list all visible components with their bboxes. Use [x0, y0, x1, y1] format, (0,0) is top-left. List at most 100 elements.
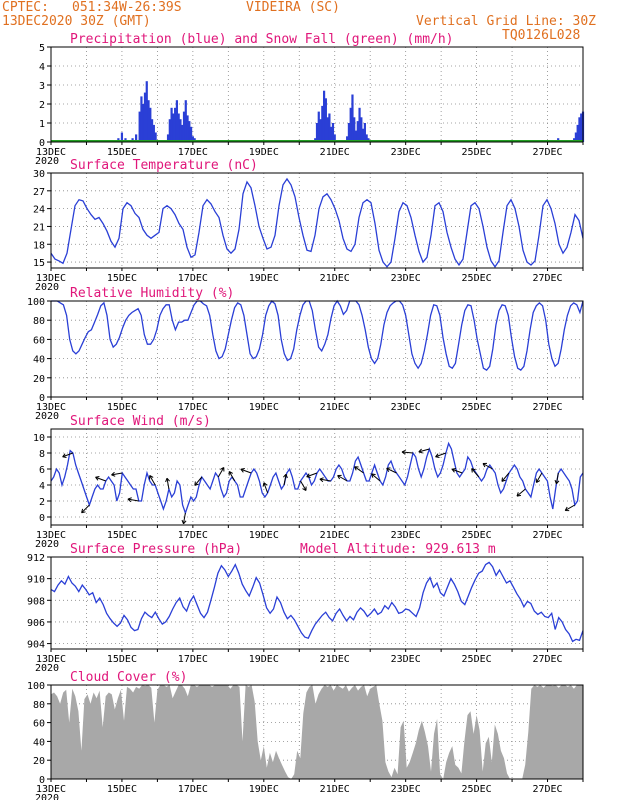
- precip-bar: [362, 128, 365, 142]
- precip-bar: [574, 132, 578, 142]
- x-tick-label: 21DEC: [320, 147, 350, 158]
- precip-bar: [138, 111, 141, 142]
- y-tick-label: 908: [27, 596, 45, 607]
- x-tick-label: 21DEC: [320, 402, 350, 413]
- x-year-label: 2020: [35, 411, 59, 422]
- wind-arrow: [62, 452, 74, 458]
- wind-arrow: [501, 472, 510, 482]
- wind-arrow: [418, 448, 430, 453]
- x-tick-label: 27DEC: [532, 147, 562, 158]
- x-tick-label: 25DEC: [462, 530, 492, 541]
- x-tick-label: 19DEC: [249, 530, 279, 541]
- precip-bar: [186, 115, 189, 142]
- x-tick-label: 13DEC: [36, 530, 66, 541]
- precip-bar: [321, 105, 324, 142]
- wind-arrowhead: [302, 486, 307, 491]
- y-tick-label: 0: [39, 138, 45, 149]
- precip-bar: [149, 107, 152, 142]
- header-run: 13DEC2020 30Z (GMT): [2, 14, 151, 29]
- precip-bar: [184, 100, 187, 142]
- x-tick-label: 25DEC: [462, 784, 492, 795]
- x-tick-label: 21DEC: [320, 784, 350, 795]
- y-tick-label: 27: [33, 187, 45, 198]
- x-tick-label: 25DEC: [462, 402, 492, 413]
- x-tick-label: 23DEC: [391, 147, 421, 158]
- y-tick-label: 910: [27, 575, 45, 586]
- x-tick-label: 23DEC: [391, 654, 421, 665]
- precip-bar: [120, 132, 124, 142]
- y-tick-label: 8: [39, 449, 45, 460]
- y-tick-label: 80: [33, 316, 45, 327]
- panel-frame: [50, 428, 584, 526]
- x-tick-label: 13DEC: [36, 784, 66, 795]
- wind-arrow: [194, 476, 203, 486]
- wind-arrow: [306, 472, 318, 478]
- x-tick-label: 19DEC: [249, 273, 279, 284]
- precip-bar: [145, 81, 148, 142]
- wind-arrowhead: [435, 453, 440, 458]
- panel-temp: [47, 172, 584, 271]
- x-tick-label: 21DEC: [320, 654, 350, 665]
- x-tick-label: 17DEC: [178, 147, 208, 158]
- wind-arrowhead: [81, 508, 86, 514]
- x-year-label: 2020: [35, 156, 59, 167]
- wind-arrowhead: [165, 477, 170, 483]
- precip-bar: [147, 100, 150, 142]
- panel-subtitle: Model Altitude: 929.613 m: [300, 542, 496, 557]
- wind-arrow: [166, 478, 170, 490]
- y-tick-label: 3: [39, 81, 45, 92]
- panel-frame: [50, 556, 584, 650]
- wind-arrow: [371, 473, 381, 482]
- panel-frame: [50, 684, 584, 780]
- panel-rh: [47, 299, 584, 400]
- panel-frame: [50, 172, 584, 269]
- panel-frame: [50, 300, 584, 398]
- wind-arrowhead: [386, 467, 391, 472]
- wind-arrow: [386, 467, 397, 474]
- x-tick-label: 25DEC: [462, 654, 492, 665]
- temp-line: [50, 177, 584, 268]
- y-tick-label: 10: [33, 433, 45, 444]
- precip-bar: [319, 119, 322, 142]
- wind-arrowhead: [535, 478, 541, 483]
- wind-arrow: [435, 452, 447, 458]
- panel-title: Cloud Cover (%): [70, 670, 187, 685]
- x-year-label: 2020: [35, 663, 59, 674]
- x-tick-label: 19DEC: [249, 147, 279, 158]
- wind-arrowhead: [482, 462, 488, 468]
- x-tick-label: 15DEC: [107, 273, 137, 284]
- precip-bar: [166, 134, 170, 142]
- precip-bar: [154, 132, 157, 142]
- x-tick-label: 19DEC: [249, 654, 279, 665]
- y-tick-label: 0: [39, 775, 45, 786]
- wind-arrowhead: [418, 448, 423, 454]
- wind-arrowhead: [283, 473, 288, 479]
- header-source: CPTEC:: [2, 0, 49, 15]
- precip-bar: [349, 107, 352, 142]
- x-tick-label: 15DEC: [107, 147, 137, 158]
- header-coords: 051:34W-26:39S: [72, 0, 182, 15]
- x-tick-label: 27DEC: [532, 530, 562, 541]
- x-tick-label: 13DEC: [36, 147, 66, 158]
- precip-bar: [317, 111, 320, 142]
- wind-arrow: [240, 468, 252, 474]
- wind-arrow: [482, 463, 493, 470]
- header-station: VIDEIRA (SC): [246, 0, 340, 15]
- y-tick-label: 0: [39, 393, 45, 404]
- precip-bar: [360, 117, 363, 142]
- x-tick-label: 15DEC: [107, 654, 137, 665]
- x-year-label: 2020: [35, 282, 59, 293]
- wind-arrowhead: [354, 466, 359, 471]
- precip-bar: [182, 111, 186, 142]
- header-grid-note: Vertical Grid Line: 30Z: [416, 14, 597, 29]
- wind-arrow: [354, 466, 364, 474]
- wind-arrowhead: [127, 497, 132, 503]
- y-tick-label: 4: [39, 62, 45, 73]
- x-tick-label: 23DEC: [391, 402, 421, 413]
- x-tick-label: 15DEC: [107, 402, 137, 413]
- y-tick-label: 100: [27, 297, 45, 308]
- precip-bar: [188, 121, 191, 142]
- wind-arrow: [337, 475, 348, 482]
- wind-arrowhead: [306, 473, 311, 478]
